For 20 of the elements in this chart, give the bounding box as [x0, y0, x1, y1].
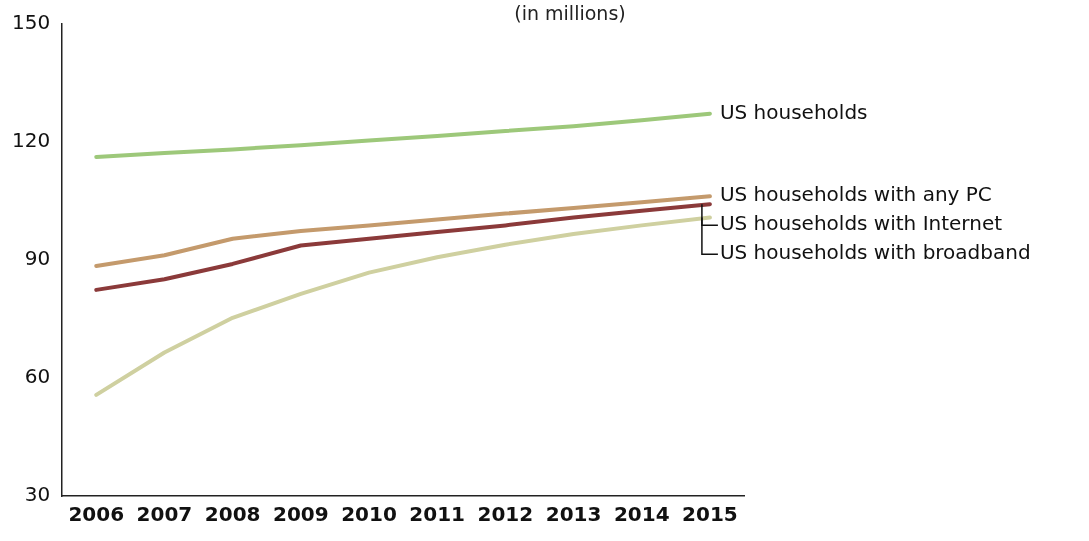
series-label: US households with any PC: [719, 182, 992, 207]
x-tick-label: 2011: [409, 502, 466, 527]
x-tick-label: 2010: [341, 502, 397, 527]
y-tick-label: 150: [11, 10, 51, 35]
x-tick-label: 2007: [136, 502, 193, 527]
y-tick-label: 30: [24, 482, 51, 507]
chart-subtitle: (in millions): [513, 2, 627, 24]
series-label: US households with Internet: [719, 211, 1003, 236]
x-tick-label: 2012: [477, 502, 534, 527]
series-label: US households: [719, 99, 868, 124]
x-tick-label: 2015: [682, 502, 738, 527]
x-tick-label: 2013: [545, 502, 602, 527]
series-label: US households with broadband: [719, 240, 1031, 265]
y-tick-label: 90: [24, 246, 51, 271]
x-tick-label: 2014: [613, 502, 670, 527]
y-tick-label: 120: [11, 128, 51, 153]
x-tick-label: 2009: [272, 502, 329, 527]
y-tick-label: 60: [24, 364, 51, 389]
x-tick-label: 2008: [204, 502, 261, 527]
x-tick-label: 2006: [68, 502, 125, 527]
